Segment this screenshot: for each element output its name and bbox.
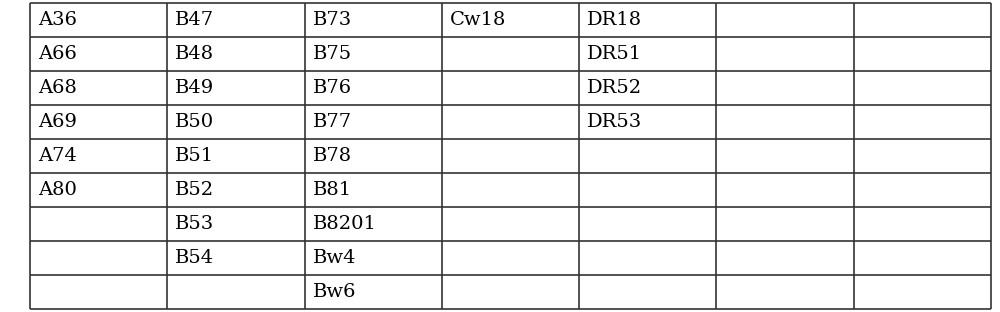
- Text: B78: B78: [313, 147, 352, 165]
- Text: B76: B76: [313, 79, 352, 97]
- Text: B49: B49: [175, 79, 215, 97]
- Text: A68: A68: [38, 79, 77, 97]
- Text: B8201: B8201: [313, 215, 376, 233]
- Text: A69: A69: [38, 113, 77, 131]
- Text: B81: B81: [313, 181, 352, 199]
- Text: B50: B50: [175, 113, 214, 131]
- Text: A66: A66: [38, 45, 77, 63]
- Text: B47: B47: [175, 11, 214, 29]
- Text: Bw4: Bw4: [313, 249, 356, 267]
- Text: B48: B48: [175, 45, 214, 63]
- Text: B77: B77: [313, 113, 352, 131]
- Text: B54: B54: [175, 249, 214, 267]
- Text: B75: B75: [313, 45, 352, 63]
- Text: B51: B51: [175, 147, 214, 165]
- Text: A74: A74: [38, 147, 77, 165]
- Text: A36: A36: [38, 11, 77, 29]
- Text: B73: B73: [313, 11, 352, 29]
- Text: B53: B53: [175, 215, 215, 233]
- Text: DR53: DR53: [587, 113, 642, 131]
- Text: DR52: DR52: [587, 79, 642, 97]
- Text: DR51: DR51: [587, 45, 642, 63]
- Text: A80: A80: [38, 181, 77, 199]
- Text: Bw6: Bw6: [313, 283, 356, 301]
- Text: DR18: DR18: [587, 11, 642, 29]
- Text: Cw18: Cw18: [450, 11, 506, 29]
- Text: B52: B52: [175, 181, 214, 199]
